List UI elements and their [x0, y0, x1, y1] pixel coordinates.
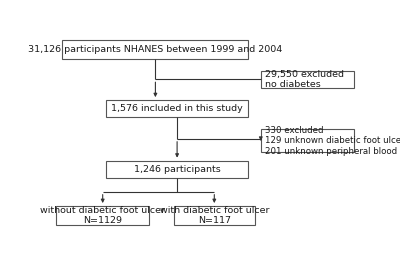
Text: 1,576 included in this study: 1,576 included in this study	[111, 104, 243, 113]
FancyBboxPatch shape	[62, 40, 248, 59]
Text: 31,126 participants NHANES between 1999 and 2004: 31,126 participants NHANES between 1999 …	[28, 45, 282, 54]
Text: with diabetic foot ulcer
N=117: with diabetic foot ulcer N=117	[160, 206, 269, 225]
FancyBboxPatch shape	[261, 71, 354, 88]
Text: 1,246 participants: 1,246 participants	[134, 165, 220, 174]
Text: without diabetic foot ulcer
N=1129: without diabetic foot ulcer N=1129	[40, 206, 165, 225]
FancyBboxPatch shape	[106, 161, 248, 178]
FancyBboxPatch shape	[261, 129, 354, 152]
FancyBboxPatch shape	[56, 206, 149, 225]
FancyBboxPatch shape	[174, 206, 255, 225]
FancyBboxPatch shape	[106, 100, 248, 117]
Text: 330 excluded
129 unknown diabetic foot ulcer
201 unknown peripheral blood MLR: 330 excluded 129 unknown diabetic foot u…	[266, 126, 400, 156]
Text: 29,550 excluded
no diabetes: 29,550 excluded no diabetes	[266, 70, 344, 89]
